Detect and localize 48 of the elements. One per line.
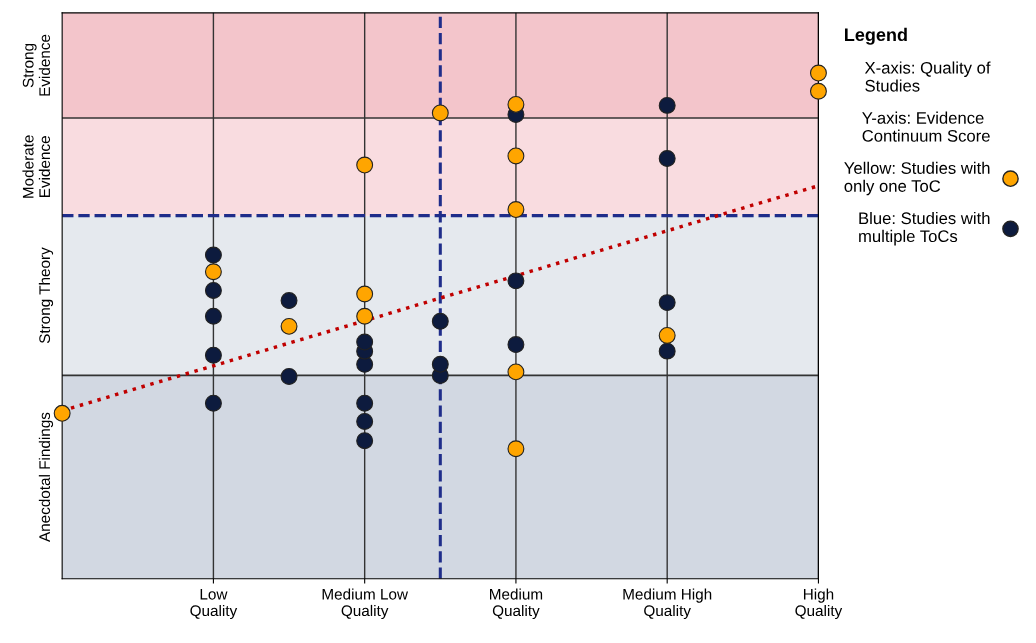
point [809,82,827,100]
point [658,327,676,344]
point [658,294,676,312]
legend-label: Yellow: Studies with only one ToC [844,161,990,196]
point [204,346,222,364]
point [658,150,676,167]
y-axis-title: Y-axis: Evidence Continuum Score [862,111,990,142]
legend-label: Blue: Studies with multiple ToCs [859,211,990,246]
point [356,156,374,174]
band-label: Moderate Evidence [22,135,51,198]
legend-title: Legend [845,27,907,45]
point [507,95,525,113]
point [507,272,525,290]
band-label: Strong Evidence [22,34,51,96]
x-tick-label: Medium High Quality [623,588,712,620]
point [809,64,827,82]
point [507,147,525,165]
x-tick-label: Low Quality [190,588,238,620]
point [431,355,449,373]
point [507,201,525,219]
point [204,394,222,412]
x-tick-label: High Quality [795,588,843,620]
point [356,307,374,325]
point [356,432,374,450]
point [356,412,374,430]
point [507,440,525,458]
point [356,394,374,412]
x-tick-label: Medium Low Quality [322,588,409,620]
point [658,96,676,114]
band-label: Strong Theory [38,247,54,344]
point [204,281,222,299]
point [204,307,222,325]
point [356,285,374,303]
x-axis-title: X-axis: Quality of Studies [864,61,991,92]
point [658,342,676,360]
x-tick-label: Medium Quality [490,588,543,620]
band-label: Anecdotal Findings [38,412,54,542]
point [204,246,222,264]
point [507,336,525,354]
point [356,333,374,351]
point [431,312,449,330]
point [204,263,222,281]
point [280,292,298,310]
point [280,367,298,385]
point [280,317,298,335]
point [507,363,525,381]
point [53,404,71,422]
point [431,104,449,122]
